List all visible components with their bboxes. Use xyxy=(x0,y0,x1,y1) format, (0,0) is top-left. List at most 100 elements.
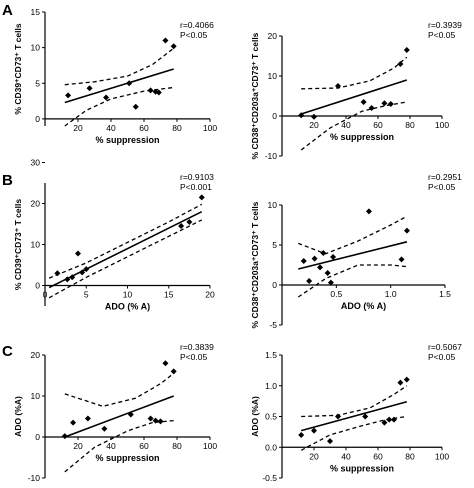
data-point xyxy=(362,413,369,420)
data-point xyxy=(64,276,71,283)
data-point xyxy=(178,223,185,230)
data-point xyxy=(327,438,333,445)
x-tick-label: 100 xyxy=(435,451,449,461)
x-axis-label: % suppression xyxy=(330,463,394,473)
data-point xyxy=(79,269,86,276)
data-point xyxy=(86,85,93,92)
scatter-plot-2: -10 0 10 20 20 40 60 80 100 % suppression % CD38⁺C… xyxy=(250,20,462,161)
data-point xyxy=(398,256,405,263)
p-value-label: P<0.05 xyxy=(180,352,207,362)
data-point xyxy=(157,418,164,425)
y-tick-label: 20 xyxy=(31,199,41,209)
regression-line xyxy=(300,79,408,115)
ci-upper-band xyxy=(48,203,203,279)
regression-line xyxy=(64,395,174,438)
data-point xyxy=(147,87,154,94)
y-tick-label: 10 xyxy=(31,240,41,250)
y-tick-label: 30 xyxy=(31,158,41,168)
data-point xyxy=(403,227,410,234)
data-point xyxy=(147,415,154,422)
data-point xyxy=(155,89,162,96)
y-tick-label: 0.5 xyxy=(265,412,277,422)
y-tick-label: 10 xyxy=(31,43,41,53)
x-tick-label: 0 xyxy=(43,290,48,300)
data-point xyxy=(83,266,90,273)
ci-lower-band xyxy=(297,264,408,298)
regression-line xyxy=(48,210,203,289)
data-point xyxy=(54,270,61,277)
data-point xyxy=(311,427,317,434)
regression-line xyxy=(298,241,408,270)
y-tick-label: 0 xyxy=(272,111,277,121)
data-point xyxy=(170,368,177,375)
x-tick-label: 20 xyxy=(73,123,83,133)
data-point xyxy=(311,113,317,120)
data-point xyxy=(152,417,159,424)
x-tick-label: 40 xyxy=(106,123,116,133)
x-tick-label: 80 xyxy=(405,120,415,130)
data-point xyxy=(170,43,177,50)
y-tick-label: 1.0 xyxy=(265,381,277,391)
x-tick-label: 20 xyxy=(73,441,83,451)
x-tick-label: 60 xyxy=(373,451,383,461)
scatter-plot-3: 0 10 20 30 0 5 10 15 20 ADO (% A) % CD39⁺CD73⁺ T c… xyxy=(13,158,215,312)
data-point xyxy=(397,61,404,67)
data-point xyxy=(298,431,305,438)
x-tick-label: 20 xyxy=(309,120,319,130)
p-value-label: P<0.05 xyxy=(180,30,207,40)
data-point xyxy=(127,411,134,418)
x-tick-label: 80 xyxy=(405,451,415,461)
ci-lower-band xyxy=(48,219,203,299)
x-tick-label: 60 xyxy=(139,441,149,451)
data-point xyxy=(306,278,313,284)
x-tick-label: 5 xyxy=(84,290,89,300)
data-point xyxy=(311,255,318,262)
regression-line xyxy=(64,68,174,104)
y-tick-label: 5 xyxy=(272,240,277,250)
x-tick-label: 1.5 xyxy=(439,289,451,299)
data-point xyxy=(84,415,91,422)
y-tick-label: -0.5 xyxy=(262,473,277,483)
ci-upper-band xyxy=(301,385,408,418)
data-point xyxy=(365,208,372,215)
r-value-label: r=0.3939 xyxy=(428,20,462,30)
r-value-label: r=0.5067 xyxy=(428,342,462,352)
data-point xyxy=(162,360,169,367)
data-point xyxy=(69,274,76,281)
y-axis-label: % CD38⁺CD203a⁺CD73⁺ T cells xyxy=(250,32,260,159)
data-point xyxy=(381,100,388,107)
y-axis-label: % CD39⁺CD73⁺ T cells xyxy=(13,23,23,114)
y-tick-label: 0 xyxy=(35,114,40,124)
y-tick-label: -10 xyxy=(265,151,278,161)
data-point xyxy=(300,258,307,264)
data-point xyxy=(65,92,72,99)
y-tick-label: -5 xyxy=(269,320,277,330)
scatter-plot-1: 0 5 10 15 20 40 60 80 100 % suppression % CD39⁺CD7… xyxy=(13,7,217,145)
data-point xyxy=(132,103,139,110)
data-point xyxy=(397,379,404,386)
data-point xyxy=(403,376,410,383)
data-point xyxy=(324,270,331,276)
x-tick-label: 1.0 xyxy=(385,289,397,299)
ci-lower-band xyxy=(64,86,174,127)
data-point xyxy=(330,254,337,260)
data-point xyxy=(162,37,169,44)
data-point xyxy=(126,80,133,87)
x-tick-label: 20 xyxy=(205,290,215,300)
x-tick-label: 100 xyxy=(435,120,449,130)
data-point xyxy=(335,413,341,420)
data-point xyxy=(103,94,110,101)
y-tick-label: 5 xyxy=(35,78,40,88)
y-tick-label: 10 xyxy=(268,200,278,210)
ci-lower-band xyxy=(300,101,407,151)
x-tick-label: 100 xyxy=(203,123,217,133)
data-point xyxy=(61,433,68,440)
data-point xyxy=(320,250,327,256)
y-tick-label: 20 xyxy=(31,350,41,360)
y-axis-label: ADO (%A) xyxy=(13,396,23,437)
x-tick-label: 40 xyxy=(341,451,351,461)
y-tick-label: -10 xyxy=(28,473,41,483)
x-tick-label: 100 xyxy=(203,441,217,451)
data-point xyxy=(198,194,205,201)
data-point xyxy=(386,416,393,423)
